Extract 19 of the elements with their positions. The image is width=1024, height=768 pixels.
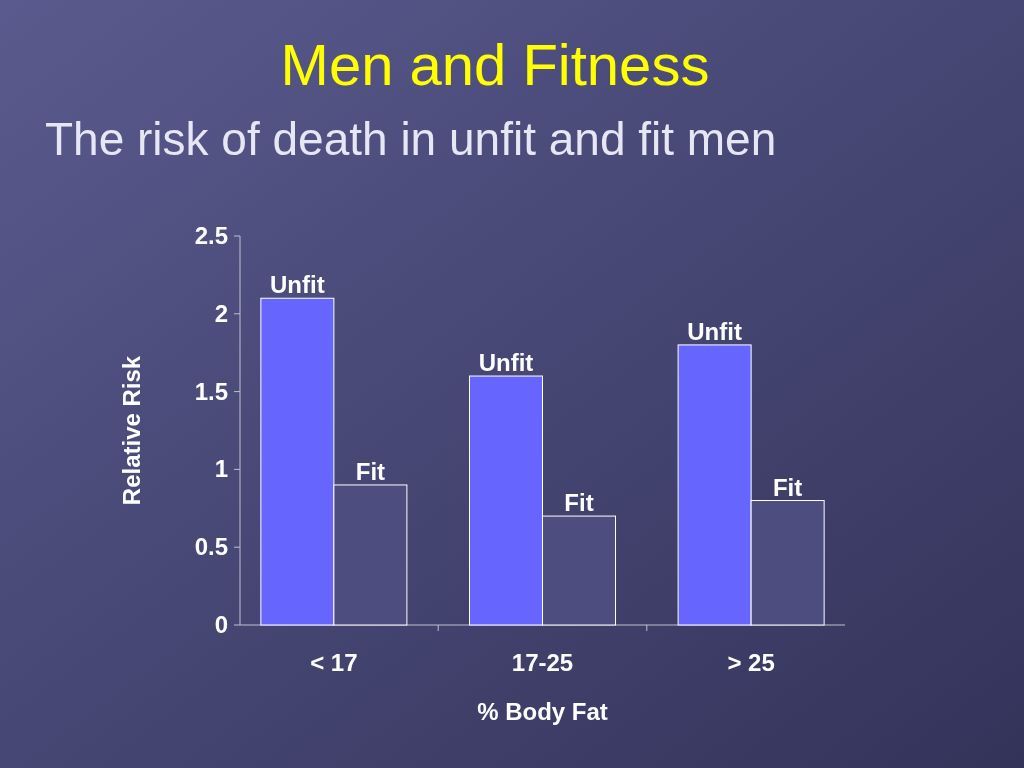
y-tick-label: 1.5: [194, 377, 228, 405]
text: Unfit: [687, 317, 742, 345]
chart-title: Men and Fitness: [280, 32, 710, 97]
y-axis-title: Relative Risk: [118, 355, 145, 506]
text: Fit: [564, 489, 594, 517]
text: Unfit: [478, 349, 534, 377]
series-label: Fit: [355, 457, 386, 485]
series-label: Unfit: [270, 271, 325, 299]
x-tick-label: > 25: [727, 649, 775, 676]
x-axis-title: % Body Fat: [477, 698, 608, 725]
y-tick-label: 0.5: [194, 533, 228, 561]
x-tick-label: 17-25: [511, 649, 574, 676]
text: Fit: [772, 473, 803, 501]
y-tick-label: 2: [214, 299, 228, 327]
y-tick-label: 1: [214, 455, 228, 483]
y-tick-label: 2.5: [194, 222, 228, 249]
chart-subtitle: The risk of death in unfit and fit men: [45, 113, 777, 165]
y-tick-label: 0: [214, 611, 228, 638]
x-tick-label: < 17: [310, 649, 358, 676]
